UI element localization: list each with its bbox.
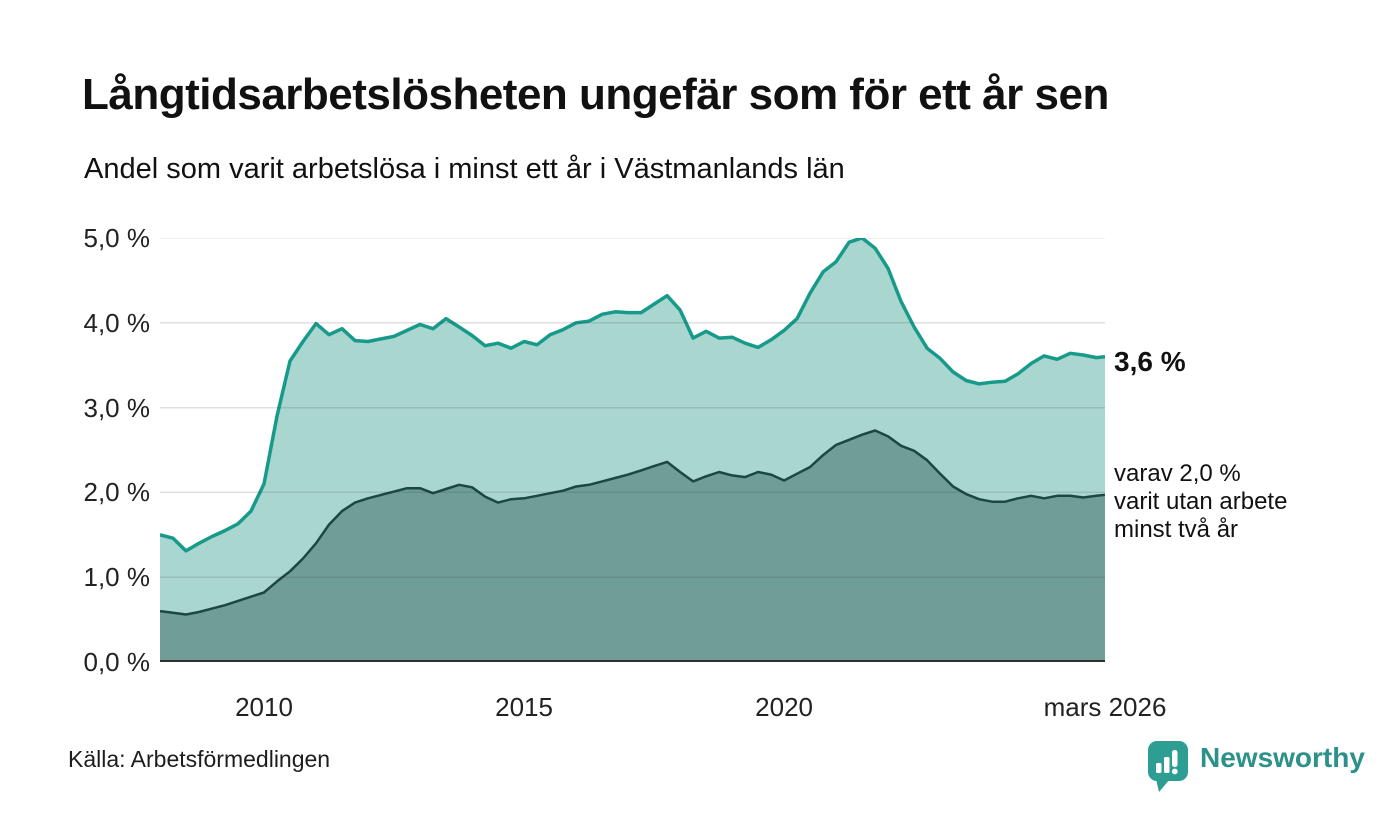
series2-line xyxy=(160,429,1105,616)
y-tick-label: 1,0 % xyxy=(83,562,151,593)
plot-area xyxy=(160,238,1105,662)
source-attribution: Källa: Arbetsförmedlingen xyxy=(68,746,331,772)
series2-end-label-line1: varav 2,0 % xyxy=(1114,460,1241,487)
newsworthy-logo: Newsworthy xyxy=(1146,739,1365,793)
x-tick-label: 2010 xyxy=(235,692,293,722)
series2-end-value-label: varav 2,0 % varit utan arbete minst två … xyxy=(1114,460,1287,544)
series2-area xyxy=(160,430,1105,662)
x-tick-label: mars 2026 xyxy=(1043,692,1167,722)
y-tick-label: 5,0 % xyxy=(83,223,151,253)
chart-title: Långtidsarbetslösheten ungefär som för e… xyxy=(82,70,1109,119)
y-tick-label: 3,0 % xyxy=(83,392,151,423)
y-tick-label: 0,0 % xyxy=(83,647,151,677)
newsworthy-logo-text: Newsworthy xyxy=(1200,742,1365,773)
x-tick-label: 2015 xyxy=(495,692,553,722)
series2-end-label-line2: varit utan arbete xyxy=(1114,488,1288,515)
series1-end-value-label: 3,6 % xyxy=(1114,346,1186,377)
series1-line xyxy=(160,238,1105,553)
chart-subtitle: Andel som varit arbetslösa i minst ett å… xyxy=(84,153,845,185)
newsworthy-speech-bubble-bars-icon xyxy=(1148,741,1188,792)
y-tick-label: 2,0 % xyxy=(83,477,151,508)
y-tick-label: 4,0 % xyxy=(83,307,151,338)
x-tick-label: 2020 xyxy=(755,692,814,722)
series2-end-label-line3: minst två år xyxy=(1114,516,1239,543)
